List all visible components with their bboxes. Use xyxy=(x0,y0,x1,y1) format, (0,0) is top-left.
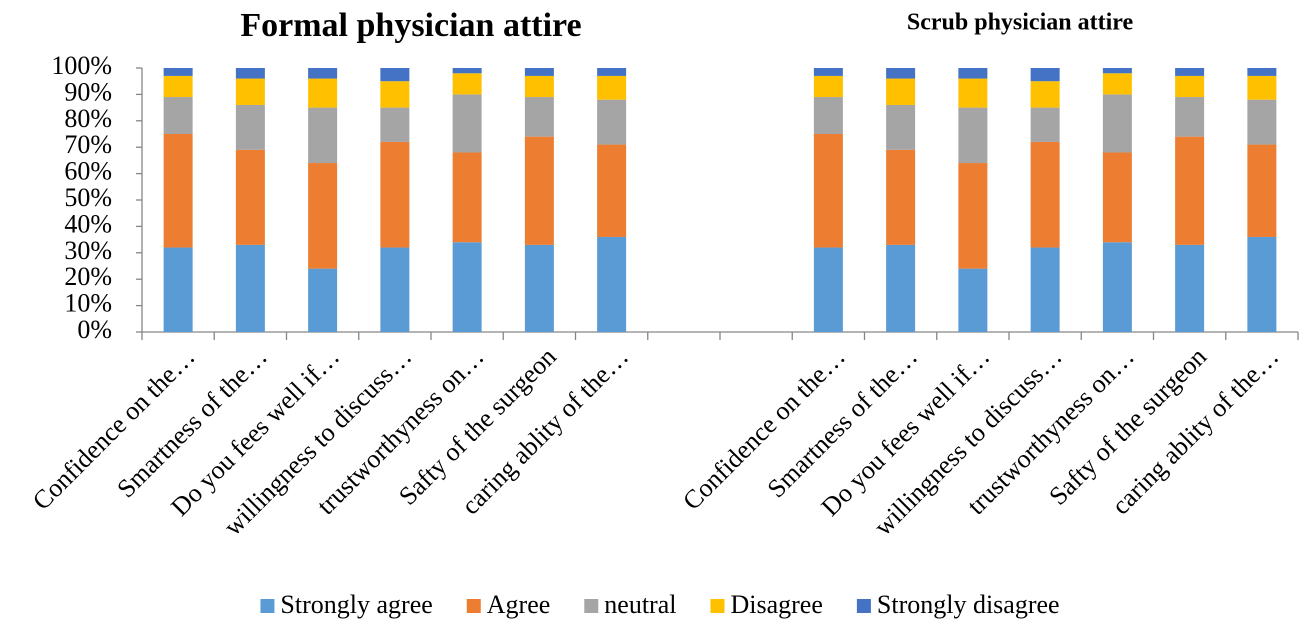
y-tick-label: 80% xyxy=(64,104,112,133)
bar-segment xyxy=(597,99,627,145)
bar-segment xyxy=(813,68,843,76)
bar-segment xyxy=(958,163,988,269)
bar-segment xyxy=(380,247,410,332)
legend-label: neutral xyxy=(604,590,676,619)
bar-segment xyxy=(1102,242,1132,332)
bar-segment xyxy=(813,75,843,98)
bar-segment xyxy=(958,107,988,164)
bar-segment xyxy=(235,244,265,332)
y-tick-label: 30% xyxy=(64,236,112,265)
bar-segment xyxy=(1030,141,1060,248)
legend-label: Agree xyxy=(487,590,551,619)
legend: Strongly agree Agree neutral Disagree Strong… xyxy=(260,590,1060,619)
legend-swatch xyxy=(466,599,481,613)
legend-label: Strongly disagree xyxy=(877,590,1060,619)
bar-segment xyxy=(452,152,482,243)
bar-segment xyxy=(308,268,338,332)
bar-segment xyxy=(1102,152,1132,243)
bar-segment xyxy=(1102,94,1132,153)
bar-segment xyxy=(886,78,916,105)
y-tick-label: 10% xyxy=(64,289,112,318)
bar-segment xyxy=(1247,144,1277,237)
bar-segment xyxy=(163,68,193,76)
y-tick-label: 70% xyxy=(64,130,112,159)
legend-swatch xyxy=(856,599,871,613)
bar-segment xyxy=(886,68,916,79)
bar-segment xyxy=(380,68,410,82)
bar-segment xyxy=(524,68,554,76)
bar-segment xyxy=(524,75,554,98)
bar-segment xyxy=(308,78,338,108)
bar-segment xyxy=(235,68,265,79)
y-tick-label: 0% xyxy=(77,315,112,344)
legend-swatch xyxy=(260,599,275,613)
bar-segment xyxy=(958,268,988,332)
bar-segment xyxy=(452,94,482,153)
bar-segment xyxy=(886,149,916,245)
bar-segment xyxy=(813,97,843,134)
bar-segment xyxy=(886,244,916,332)
bar-segment xyxy=(452,242,482,332)
bar-segment xyxy=(452,73,482,95)
bar-segment xyxy=(1247,99,1277,145)
bar-segment xyxy=(958,78,988,108)
bar-segment xyxy=(597,236,627,332)
bar-segment xyxy=(235,78,265,105)
bar-segment xyxy=(597,144,627,237)
bar-segment xyxy=(380,107,410,142)
bar-segment xyxy=(308,68,338,79)
bar-segment xyxy=(958,68,988,79)
bar-segment xyxy=(524,97,554,137)
legend-swatch xyxy=(710,599,725,613)
bar-segment xyxy=(163,97,193,134)
bar-segment xyxy=(163,134,193,248)
bar-segment xyxy=(1247,68,1277,76)
bar-segment xyxy=(524,244,554,332)
bar-segment xyxy=(597,75,627,100)
y-tick-label: 50% xyxy=(64,183,112,212)
bar-segment xyxy=(1247,236,1277,332)
y-tick-label: 100% xyxy=(51,51,112,80)
bar-segment xyxy=(1030,107,1060,142)
bar-segment xyxy=(1102,73,1132,95)
bar-segment xyxy=(886,104,916,150)
legend-swatch xyxy=(584,599,599,613)
bar-segment xyxy=(1175,244,1205,332)
bar-segment xyxy=(1030,81,1060,108)
chart-title: Scrub physician attire xyxy=(907,10,1134,36)
bar-segment xyxy=(235,104,265,150)
bar-segment xyxy=(1175,136,1205,245)
bar-segment xyxy=(1175,97,1205,137)
bar-segment xyxy=(524,136,554,245)
y-tick-label: 20% xyxy=(64,262,112,291)
bar-segment xyxy=(1030,247,1060,332)
bar-segment xyxy=(308,163,338,269)
y-tick-label: 90% xyxy=(64,77,112,106)
bar-segment xyxy=(597,68,627,76)
bar-segment xyxy=(308,107,338,164)
bar-segment xyxy=(1175,68,1205,76)
bar-segment xyxy=(163,75,193,98)
bar-segment xyxy=(1102,68,1132,74)
bar-segment xyxy=(813,134,843,248)
bar-segment xyxy=(452,68,482,74)
bar-segment xyxy=(163,247,193,332)
bar-segment xyxy=(1247,75,1277,100)
legend-label: Strongly agree xyxy=(280,590,432,619)
bar-segment xyxy=(380,81,410,108)
bar-segment xyxy=(380,141,410,248)
legend-label: Disagree xyxy=(730,590,822,619)
bar-segment xyxy=(1030,68,1060,82)
bar-segment xyxy=(235,149,265,245)
bar-segment xyxy=(1175,75,1205,98)
chart-title: Formal physician attire xyxy=(240,7,581,44)
y-tick-label: 60% xyxy=(64,157,112,186)
y-tick-label: 40% xyxy=(64,209,112,238)
bar-segment xyxy=(813,247,843,332)
